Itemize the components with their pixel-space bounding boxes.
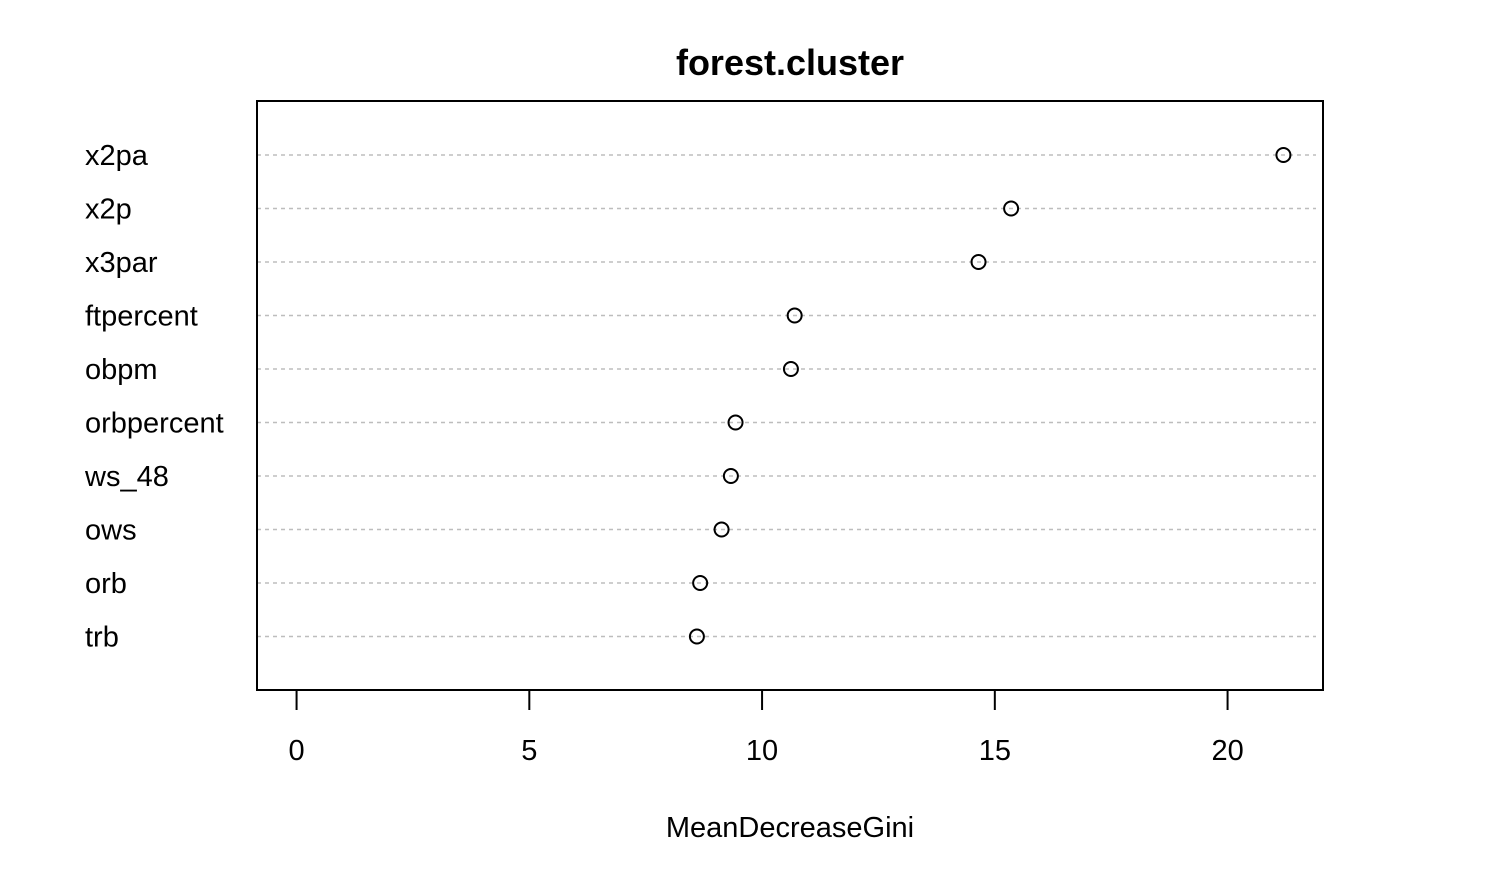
guide-lines xyxy=(257,154,1316,638)
data-point xyxy=(970,254,987,270)
variable-label: x3par xyxy=(85,247,158,279)
variable-label: trb xyxy=(85,622,119,654)
variable-label: ows xyxy=(85,515,137,547)
x-tick-label: 5 xyxy=(521,735,537,767)
data-point xyxy=(1003,200,1020,217)
variable-label: ftpercent xyxy=(85,301,198,333)
x-tick-label: 10 xyxy=(746,735,778,767)
data-points xyxy=(688,147,1292,645)
data-point xyxy=(722,468,739,484)
data-point xyxy=(782,361,799,377)
variable-label: x2p xyxy=(85,194,132,226)
data-point xyxy=(727,414,744,431)
data-point xyxy=(1275,147,1292,163)
x-tick-label: 15 xyxy=(979,735,1011,767)
x-axis: 0 5 10 15 20 xyxy=(288,689,1244,767)
variable-label: ws_48 xyxy=(84,461,169,493)
variable-label: x2pa xyxy=(85,140,149,172)
chart-title: forest.cluster xyxy=(676,42,904,83)
x-axis-title: MeanDecreaseGini xyxy=(666,812,914,844)
variable-labels: x2pa x2p x3par ftpercent obpm orbpercent ws_48… xyxy=(84,140,224,654)
data-point xyxy=(786,307,803,324)
x-tick-label: 0 xyxy=(288,735,304,767)
plot-frame xyxy=(256,100,1324,691)
data-point xyxy=(713,521,730,538)
data-point xyxy=(688,628,705,645)
data-point xyxy=(692,575,709,591)
x-tick-label: 20 xyxy=(1211,735,1243,767)
variable-label: orb xyxy=(85,568,127,600)
variable-label: orbpercent xyxy=(85,408,224,440)
variable-label: obpm xyxy=(85,354,158,386)
